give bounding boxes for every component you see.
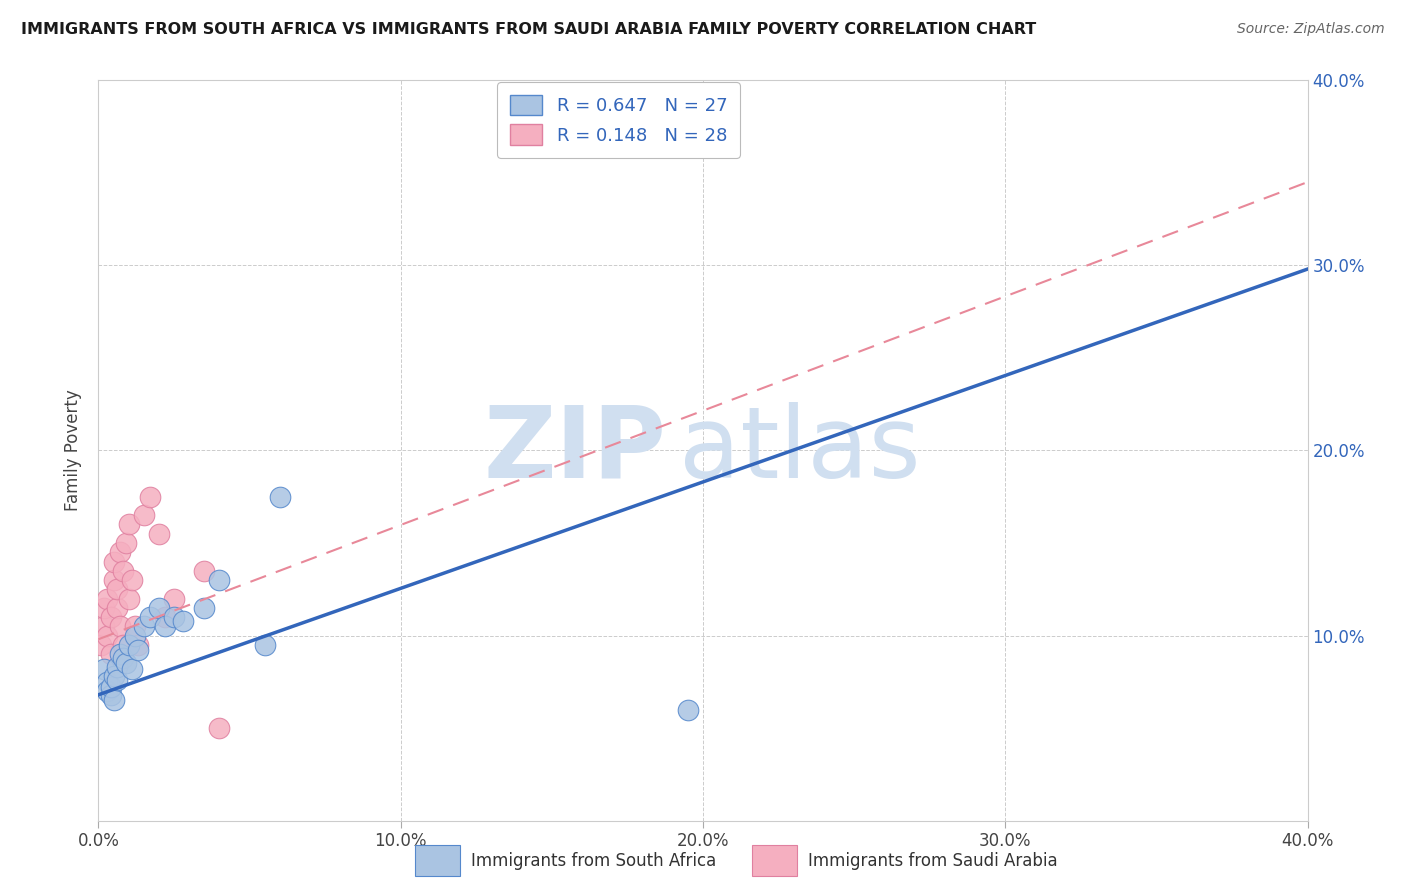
Point (96, 684, 118, 698)
Point (93, 600, 115, 615)
Point (193, 564, 215, 578)
Point (111, 638, 134, 652)
Point (208, 721, 231, 735)
Point (148, 600, 170, 615)
Point (172, 614, 194, 628)
Point (163, 591, 186, 606)
Text: atlas: atlas (679, 402, 921, 499)
Point (132, 508, 155, 523)
Text: Source: ZipAtlas.com: Source: ZipAtlas.com (1237, 22, 1385, 37)
Text: Immigrants from Saudi Arabia: Immigrants from Saudi Arabia (808, 852, 1059, 870)
Point (96, 628, 118, 642)
Text: IMMIGRANTS FROM SOUTH AFRICA VS IMMIGRANTS FROM SAUDI ARABIA FAMILY POVERTY CORR: IMMIGRANTS FROM SOUTH AFRICA VS IMMIGRAN… (21, 22, 1036, 37)
Point (100, 681, 122, 695)
Point (153, 610, 176, 624)
Point (153, 619, 176, 633)
Point (108, 619, 131, 633)
Point (118, 591, 141, 606)
Point (93, 662, 115, 676)
Point (163, 610, 186, 624)
Point (100, 610, 122, 624)
Point (121, 573, 143, 587)
Point (193, 600, 215, 615)
Point (114, 657, 136, 671)
Point (105, 600, 128, 615)
Point (676, 703, 699, 717)
Point (105, 660, 128, 674)
Point (148, 526, 170, 541)
Point (103, 693, 125, 707)
Point (127, 638, 149, 652)
Point (127, 643, 149, 657)
Point (118, 517, 141, 532)
Point (103, 573, 125, 587)
Point (253, 638, 276, 652)
Point (103, 554, 125, 569)
Point (108, 647, 131, 661)
Point (111, 564, 134, 578)
Point (96, 674, 118, 689)
Point (124, 619, 146, 633)
Point (105, 582, 128, 597)
Text: Immigrants from South Africa: Immigrants from South Africa (471, 852, 716, 870)
Point (139, 610, 162, 624)
Legend: R = 0.647   N = 27, R = 0.148   N = 28: R = 0.647 N = 27, R = 0.148 N = 28 (496, 82, 740, 158)
Point (269, 490, 291, 504)
Point (96, 591, 118, 606)
Point (114, 536, 136, 550)
Point (208, 573, 231, 587)
Y-axis label: Family Poverty: Family Poverty (65, 390, 83, 511)
Point (93, 619, 115, 633)
Point (111, 650, 134, 665)
FancyBboxPatch shape (415, 846, 460, 876)
Point (100, 688, 122, 702)
Point (105, 673, 128, 687)
Point (108, 545, 131, 559)
Point (132, 619, 155, 633)
Point (90, 638, 112, 652)
Point (103, 669, 125, 683)
Text: ZIP: ZIP (484, 402, 666, 499)
Point (100, 647, 122, 661)
Point (121, 662, 143, 676)
Point (124, 628, 146, 642)
Point (139, 490, 162, 504)
Point (118, 638, 141, 652)
FancyBboxPatch shape (752, 846, 797, 876)
